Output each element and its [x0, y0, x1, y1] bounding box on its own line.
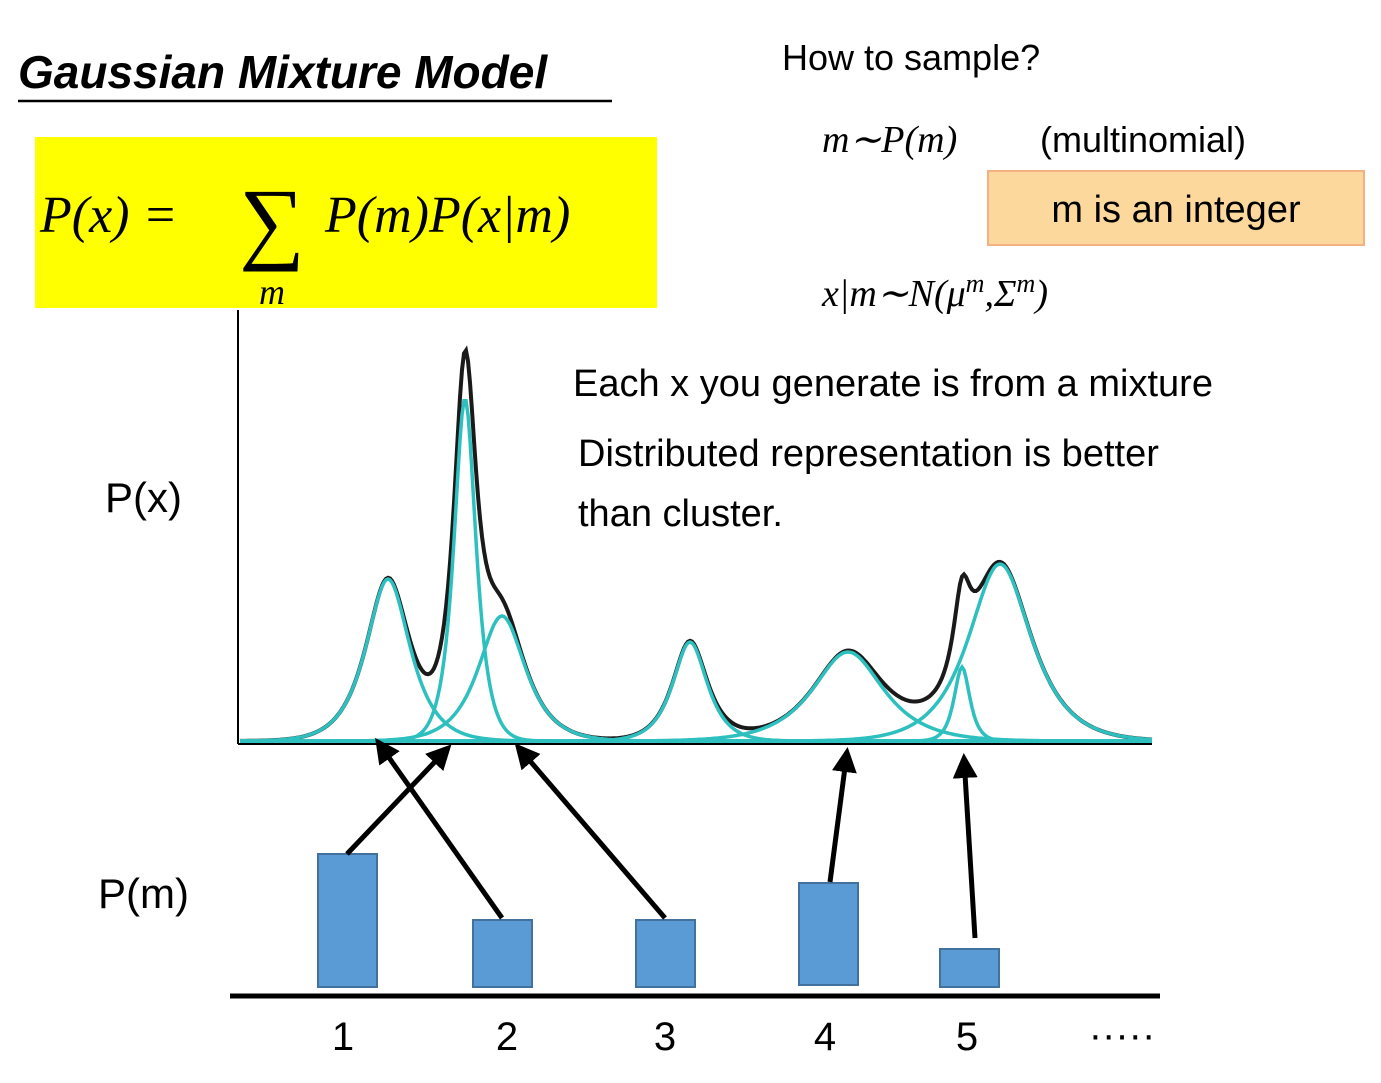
mixture-curve — [240, 345, 1153, 743]
callout: m is an integer — [1051, 189, 1301, 231]
component-curve — [240, 577, 1152, 743]
component-curve — [240, 650, 1152, 743]
component-curve — [240, 663, 1152, 743]
step2-part: x|m∼N(μ — [821, 273, 966, 315]
arrow — [375, 737, 505, 920]
bar — [472, 919, 533, 988]
formula-rhs: P(m)P(x|m) — [324, 187, 570, 244]
arrow — [827, 747, 857, 883]
note: Each x you generate is from a mixture — [573, 363, 1213, 405]
step2-part: ,Σ — [984, 273, 1016, 315]
formula-lhs: P(x) = — [39, 187, 178, 244]
component-curve — [240, 640, 1152, 743]
m-label: 3 — [654, 1015, 676, 1059]
step2: x|m∼N(μm,Σm) — [821, 269, 1048, 315]
step2-sup: m — [966, 269, 985, 298]
m-label: 4 — [814, 1015, 836, 1059]
formula-sum: ∑ — [239, 170, 305, 272]
bar — [635, 919, 696, 988]
callout-box — [987, 170, 1365, 246]
arrow — [514, 743, 667, 920]
pm-label: P(m) — [98, 870, 189, 917]
formula-index: m — [259, 272, 285, 312]
step1: m∼P(m) — [822, 119, 957, 161]
note: than cluster. — [578, 493, 783, 535]
step2-part: ) — [1033, 273, 1048, 315]
bars — [317, 853, 1000, 988]
step1-note: (multinomial) — [1040, 119, 1246, 160]
note: Distributed representation is better — [578, 433, 1159, 475]
arrows — [345, 737, 978, 939]
m-label: 2 — [496, 1015, 518, 1059]
formula-box — [35, 137, 657, 308]
component-curve — [240, 614, 1152, 743]
arrow — [952, 753, 978, 939]
m-label: ····· — [1089, 1013, 1156, 1057]
arrow — [345, 744, 452, 856]
curves — [240, 345, 1153, 743]
bar — [798, 882, 859, 986]
m-label: 1 — [332, 1015, 354, 1059]
step2-sup: m — [1017, 269, 1036, 298]
heading: How to sample? — [782, 37, 1040, 78]
px-label: P(x) — [105, 474, 182, 521]
title: Gaussian Mixture Model — [18, 46, 548, 98]
m-label: 5 — [956, 1015, 978, 1059]
bar — [939, 948, 1000, 988]
bar — [317, 853, 378, 988]
m-labels: 1 2 3 4 5 ····· — [332, 1013, 1155, 1059]
